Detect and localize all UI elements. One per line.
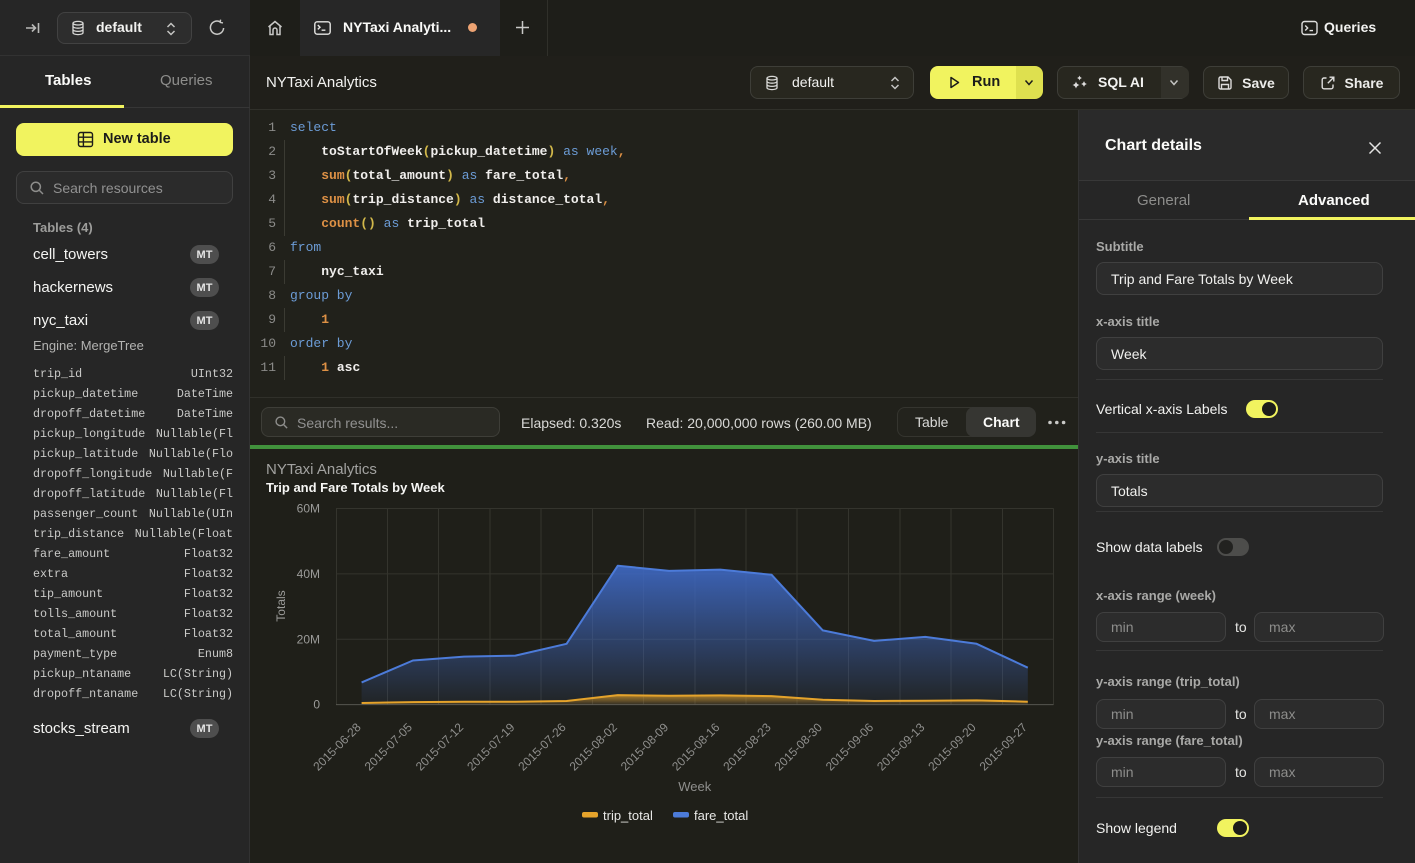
svg-text:2015-08-09: 2015-08-09 <box>618 720 672 774</box>
svg-text:2015-09-06: 2015-09-06 <box>823 720 877 774</box>
svg-text:0: 0 <box>313 698 320 712</box>
svg-text:2015-08-16: 2015-08-16 <box>669 720 723 774</box>
svg-text:2015-09-27: 2015-09-27 <box>977 720 1031 774</box>
svg-text:40M: 40M <box>297 567 320 581</box>
svg-text:2015-07-12: 2015-07-12 <box>413 720 467 774</box>
svg-text:60M: 60M <box>297 502 320 516</box>
svg-text:2015-08-02: 2015-08-02 <box>567 720 621 774</box>
svg-text:2015-09-13: 2015-09-13 <box>874 720 928 774</box>
svg-text:2015-09-20: 2015-09-20 <box>925 720 979 774</box>
svg-text:2015-07-19: 2015-07-19 <box>464 720 518 774</box>
svg-text:Totals: Totals <box>274 590 288 621</box>
svg-text:fare_total: fare_total <box>694 808 748 823</box>
svg-text:20M: 20M <box>297 632 320 646</box>
svg-text:Week: Week <box>678 779 711 794</box>
svg-text:2015-08-23: 2015-08-23 <box>720 720 774 774</box>
svg-text:2015-06-28: 2015-06-28 <box>310 720 364 774</box>
svg-text:trip_total: trip_total <box>603 808 653 823</box>
svg-text:2015-07-26: 2015-07-26 <box>515 720 569 774</box>
svg-text:2015-08-30: 2015-08-30 <box>772 720 826 774</box>
svg-text:2015-07-05: 2015-07-05 <box>362 720 416 774</box>
